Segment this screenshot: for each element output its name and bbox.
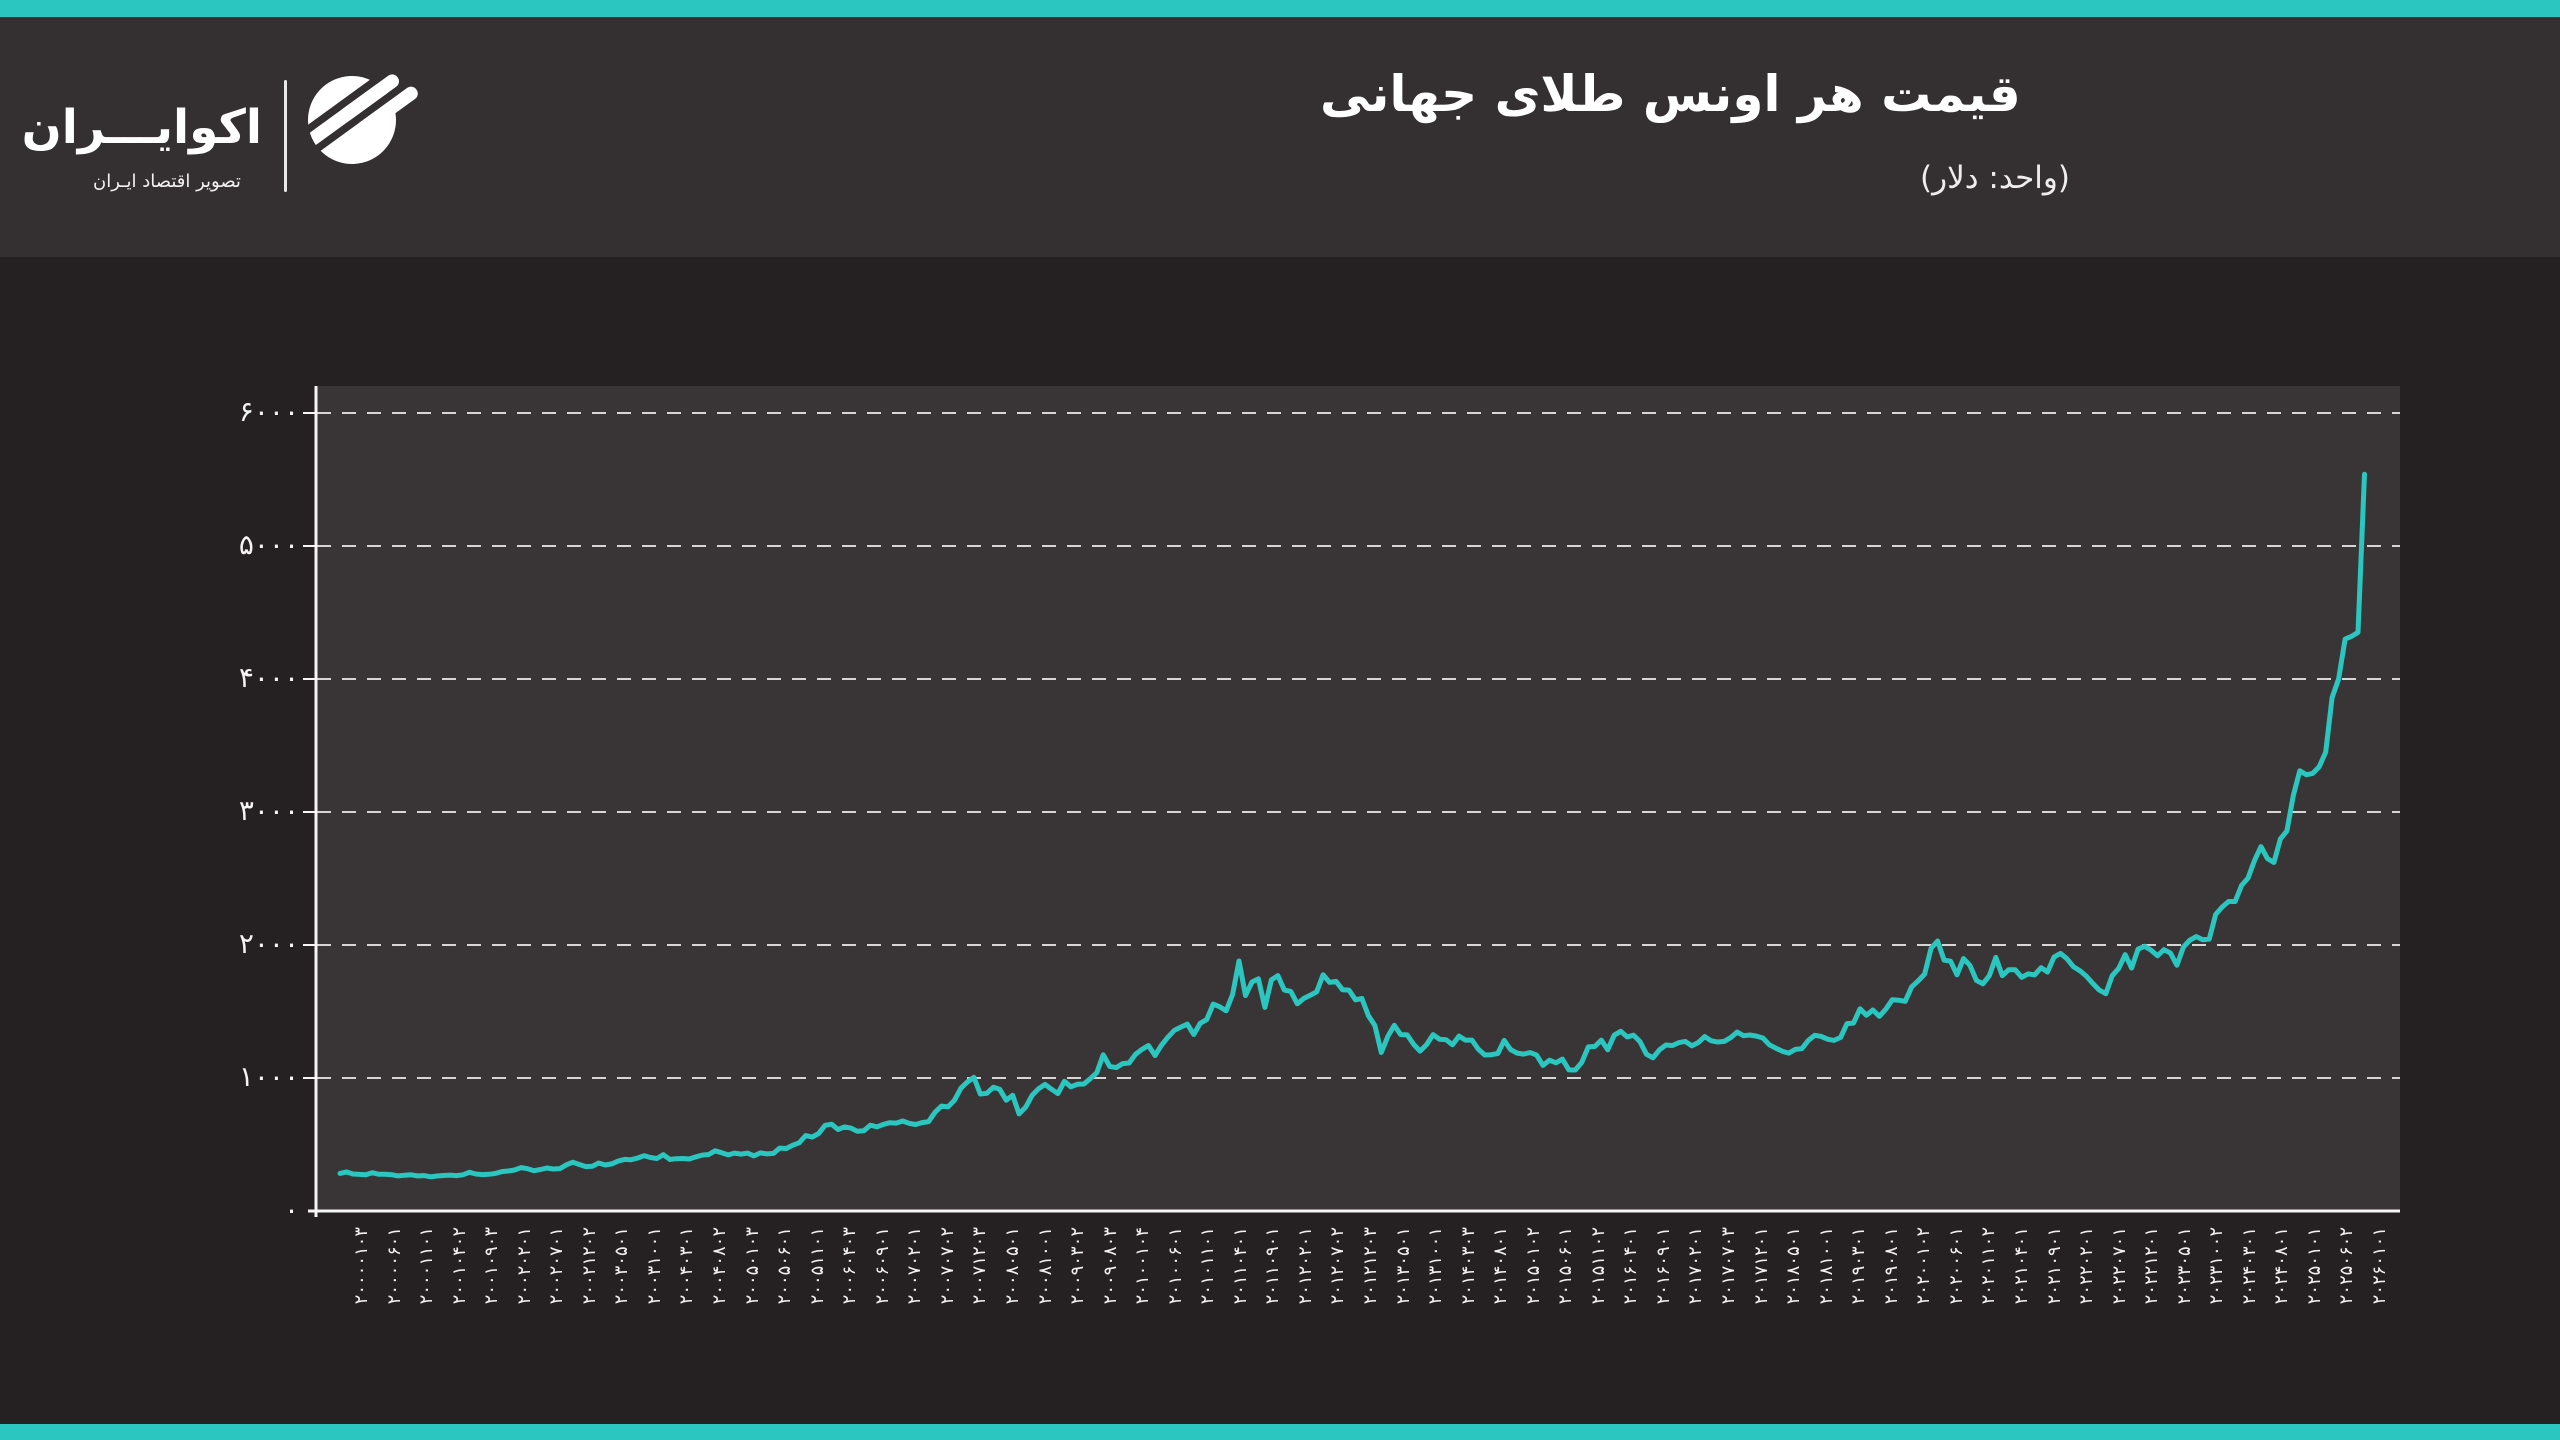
y-axis-tick-label: ۰ — [283, 1193, 299, 1226]
y-axis-tick-label: ۱۰۰۰ — [238, 1060, 299, 1093]
y-axis-tick-label: ۴۰۰۰ — [238, 661, 299, 694]
chart-title: قیمت هر اونس طلای جهانی — [1320, 65, 2021, 123]
logo-separator — [284, 80, 287, 192]
y-axis-tick-label: ۶۰۰۰ — [238, 395, 299, 428]
chart-unit-label: (واحد: دلار) — [1920, 160, 2070, 196]
header-band: اکوایـــران تصویر اقتصاد ایـران قیمت هر … — [0, 17, 2560, 257]
plot-area — [317, 386, 2400, 1211]
y-axis-tick-label: ۳۰۰۰ — [238, 794, 299, 827]
gold-price-line — [337, 471, 2367, 1180]
logo-tagline: تصویر اقتصاد ایـران — [93, 171, 241, 192]
top-accent-bar — [0, 0, 2560, 17]
ecoiran-globe-icon — [292, 68, 418, 164]
y-axis-tick-label: ۲۰۰۰ — [238, 927, 299, 960]
y-axis-tick-label: ۵۰۰۰ — [238, 528, 299, 561]
bottom-accent-bar — [0, 1424, 2560, 1440]
logo-wordmark: اکوایـــران — [21, 100, 262, 155]
